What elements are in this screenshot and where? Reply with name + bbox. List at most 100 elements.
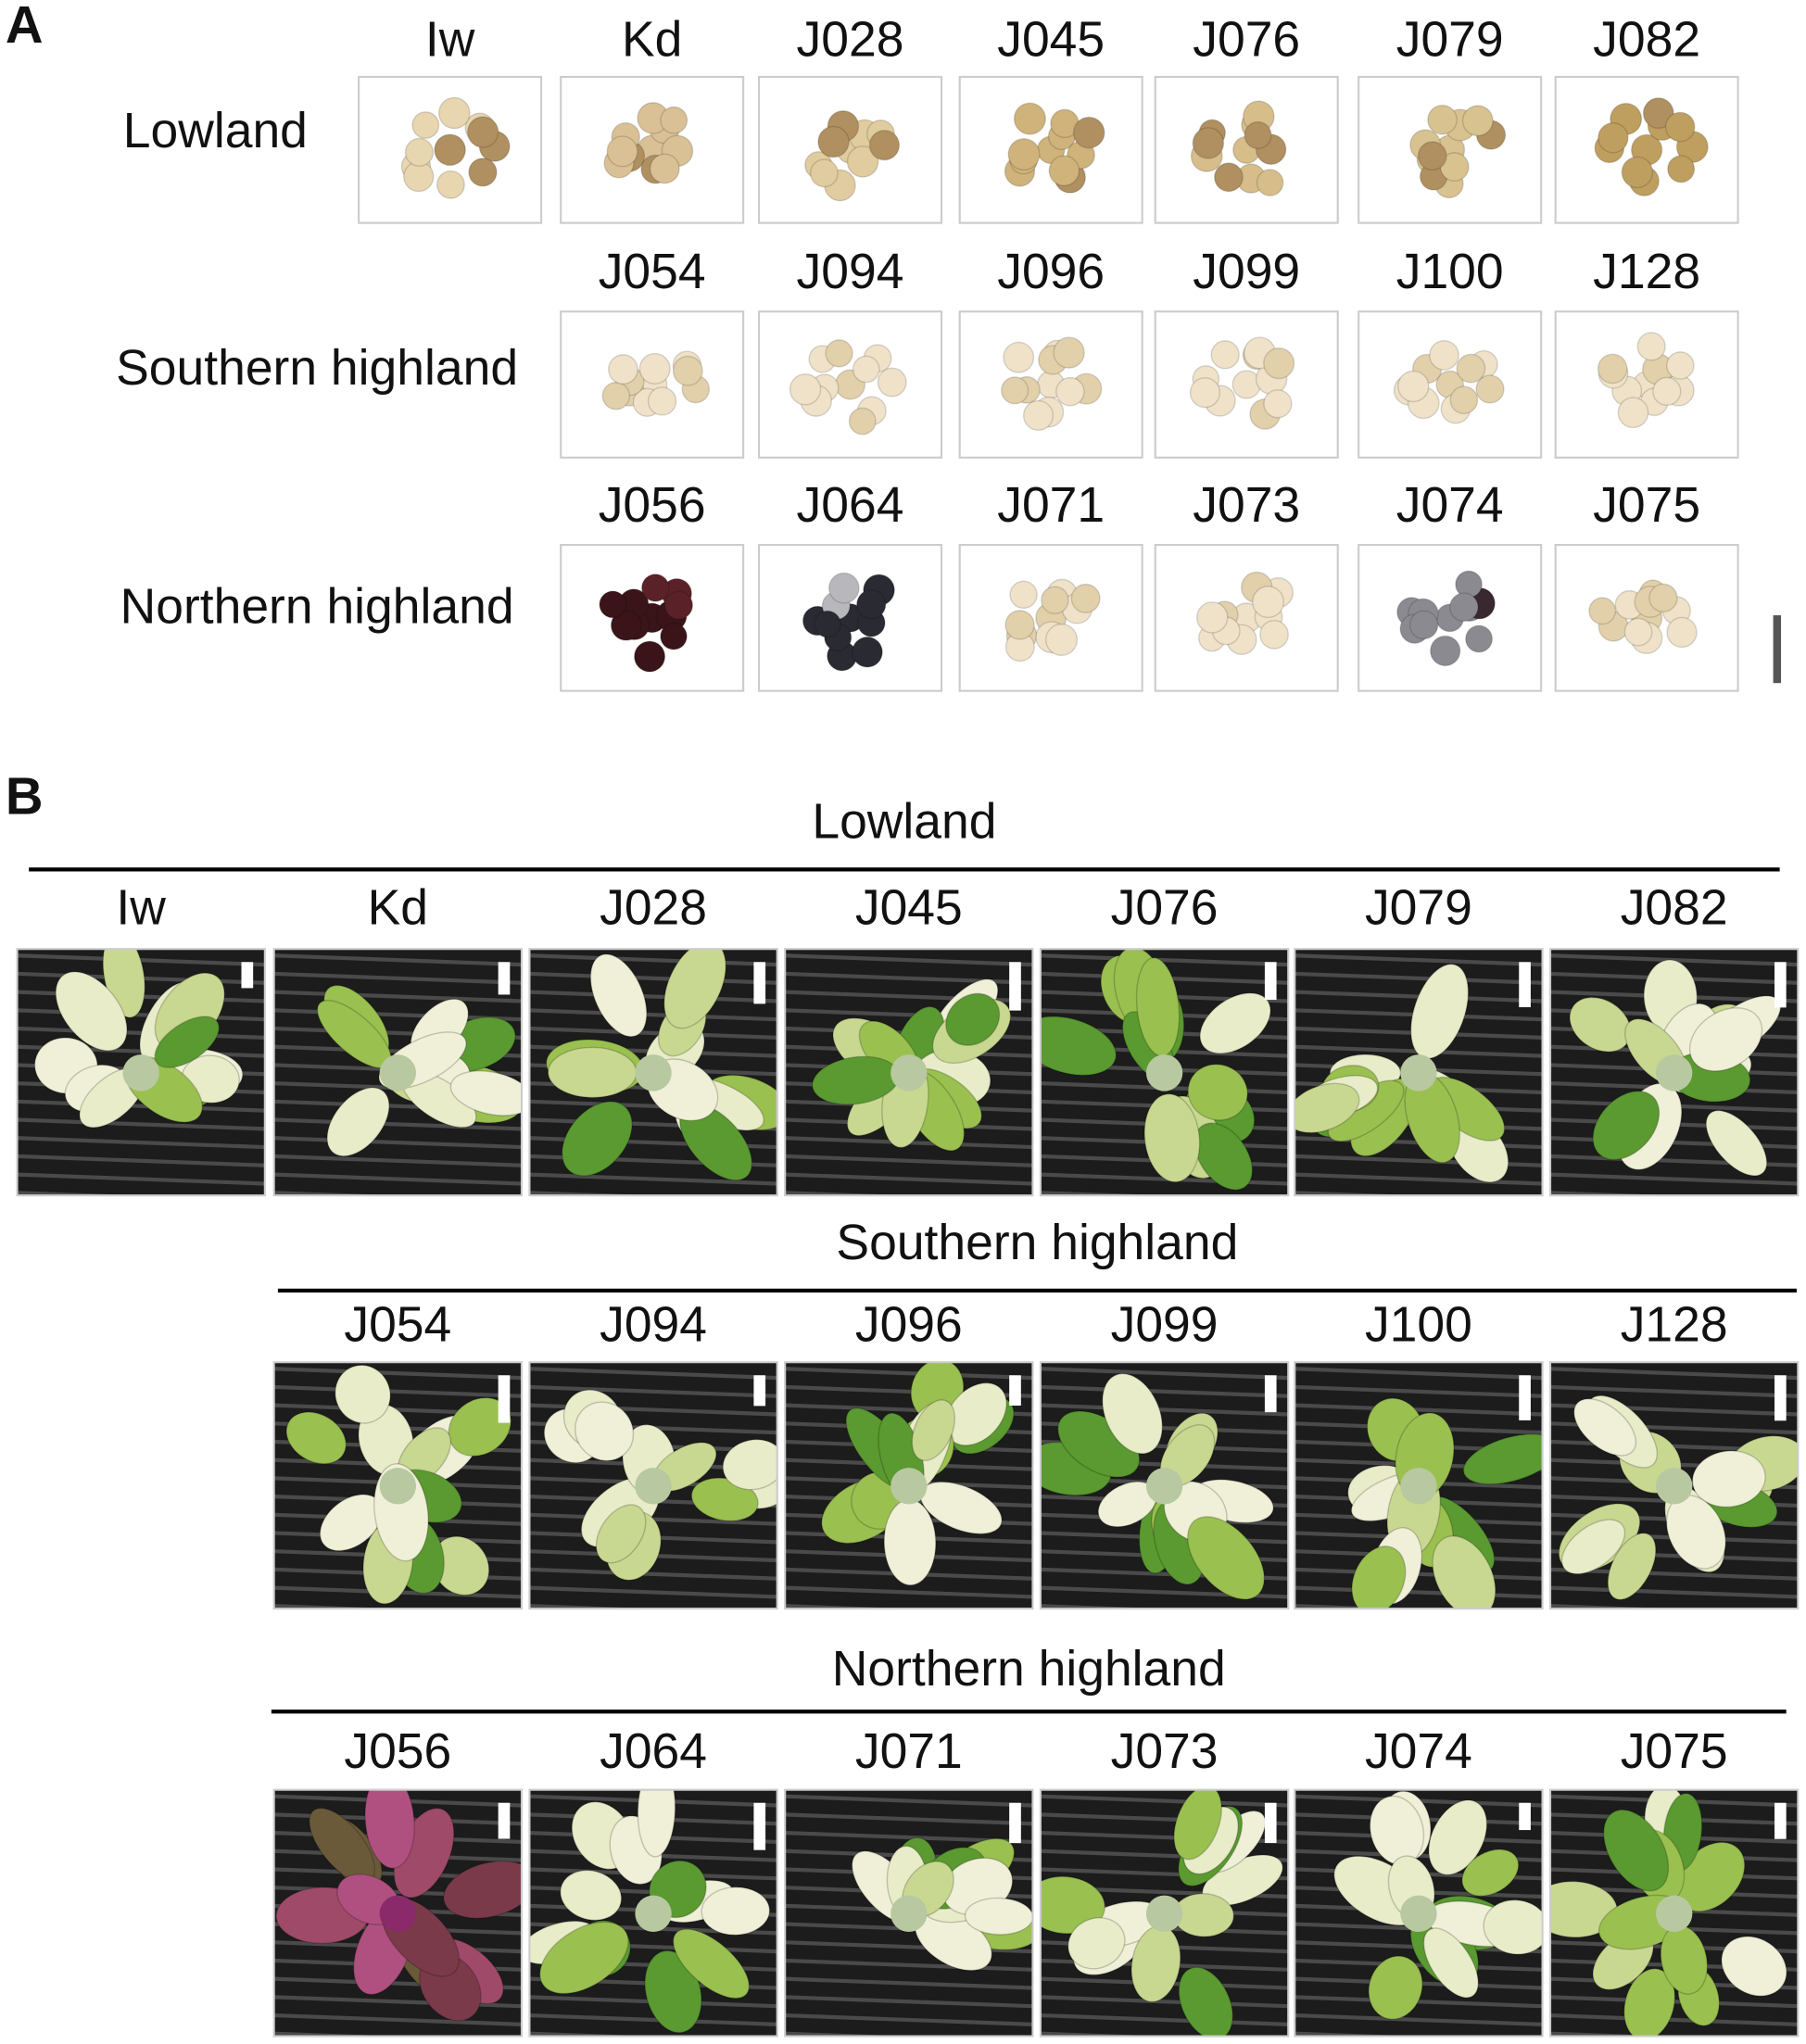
tray-stripe: [1550, 2031, 1674, 2037]
tray-stripe: [1040, 1794, 1289, 1808]
leaf: [560, 1869, 623, 1922]
leaf: [1422, 1927, 1479, 1999]
tray-stripe: [1040, 2031, 1165, 2037]
leaf: [1428, 1799, 1488, 1875]
leaf: [1187, 1516, 1266, 1600]
seed: [663, 590, 694, 620]
leaf: [672, 1928, 751, 2000]
rosette-center: [1655, 1468, 1693, 1505]
plant-photo: [528, 1788, 778, 2038]
accession-label: J054: [344, 1298, 451, 1353]
photo-scale-bar: [241, 962, 254, 989]
plant-photo: [1039, 1788, 1290, 2038]
seed: [649, 153, 680, 184]
seed: [1263, 347, 1295, 380]
photo-content: [1550, 949, 1799, 1196]
plant-photo: [272, 948, 524, 1197]
tray-stripe: [273, 2031, 398, 2037]
rosette-center: [379, 1054, 417, 1091]
seed: [434, 133, 466, 167]
seed: [1189, 377, 1221, 409]
accession-label: J056: [599, 478, 706, 533]
leaf: [911, 1399, 956, 1461]
leaf: [326, 1087, 390, 1157]
seed: [1210, 340, 1240, 370]
photo-frame: [1548, 948, 1800, 1197]
tray-stripe: [1040, 1995, 1289, 2009]
leaf: [945, 992, 1001, 1046]
tray-stripe: [785, 2012, 1033, 2027]
tray-stripe: [17, 1136, 265, 1150]
seed: [606, 135, 638, 168]
tray-stripe: [1550, 1367, 1799, 1381]
seed: [848, 407, 877, 435]
accession-label: J099: [1111, 1298, 1219, 1353]
photo-frame: [1039, 1788, 1290, 2038]
accession-label: J096: [997, 245, 1105, 299]
rosette-center: [1145, 1054, 1183, 1091]
seed: [638, 352, 671, 385]
leaf: [663, 949, 726, 1029]
tray-stripe: [1295, 1604, 1419, 1609]
leaf: [1187, 1064, 1248, 1121]
rosette-center: [1145, 1468, 1183, 1505]
photo-scale-bar: [1009, 1375, 1021, 1407]
tray-stripe: [1040, 1403, 1289, 1417]
tray-stripe: [785, 2031, 909, 2037]
seed: [1072, 116, 1105, 149]
accession-label: Kd: [368, 881, 428, 936]
photo-content: [1295, 1789, 1543, 2037]
accession-label: J094: [797, 245, 904, 299]
photo-frame: [784, 1361, 1034, 1610]
seed: [411, 111, 440, 140]
seed: [1004, 610, 1035, 640]
photo-frame: [1039, 1361, 1290, 1610]
leaf: [722, 1438, 777, 1491]
tray-stripe: [529, 1567, 777, 1581]
photo-scale-bar: [1519, 1802, 1531, 1831]
leaf: [1603, 1809, 1670, 1892]
seed: [1666, 351, 1695, 380]
photo-frame: [528, 1788, 778, 2038]
seed: [1263, 389, 1293, 419]
seed: [1053, 336, 1085, 369]
leaf: [1483, 1899, 1543, 1955]
photo-content: [1550, 1789, 1799, 2037]
panel-label: B: [6, 767, 44, 826]
accession-label: J099: [1193, 245, 1300, 299]
tray-stripe: [1295, 1958, 1543, 1972]
leaf: [1721, 1936, 1787, 1997]
accession-label: J064: [600, 1724, 707, 1779]
seed: [1636, 332, 1666, 361]
tray-stripe: [1040, 1367, 1289, 1381]
seed: [660, 106, 688, 134]
leaf: [1688, 1007, 1763, 1072]
seed: [1256, 169, 1284, 196]
tray-stripe: [273, 1172, 522, 1186]
seed: [1055, 376, 1085, 407]
tray-stripe: [1550, 2012, 1799, 2027]
accession-label: J094: [600, 1298, 707, 1353]
leaf: [561, 1101, 633, 1177]
seed: [1192, 127, 1225, 159]
rosette-center: [1655, 1895, 1693, 1933]
tray-stripe: [529, 990, 777, 1003]
leaf: [1295, 1082, 1360, 1134]
tray-stripe: [785, 1812, 1033, 1826]
tray-stripe: [1295, 1172, 1543, 1186]
leaf: [1199, 992, 1271, 1054]
photo-frame: [1294, 1788, 1544, 2038]
tray-stripe: [273, 1604, 398, 1609]
tray-stripe: [785, 1367, 1033, 1381]
seed: [660, 622, 688, 650]
rosette-center: [635, 1895, 672, 1933]
seed: [1648, 583, 1678, 613]
photo-frame: [528, 1361, 778, 1610]
photo-scale-bar: [753, 1375, 766, 1407]
photo-scale-bar: [498, 1375, 511, 1423]
tray-stripe: [17, 1191, 142, 1196]
leaf: [547, 1046, 638, 1099]
plant-photo: [784, 948, 1034, 1197]
accession-label: J071: [997, 478, 1105, 533]
seed: [855, 589, 887, 620]
